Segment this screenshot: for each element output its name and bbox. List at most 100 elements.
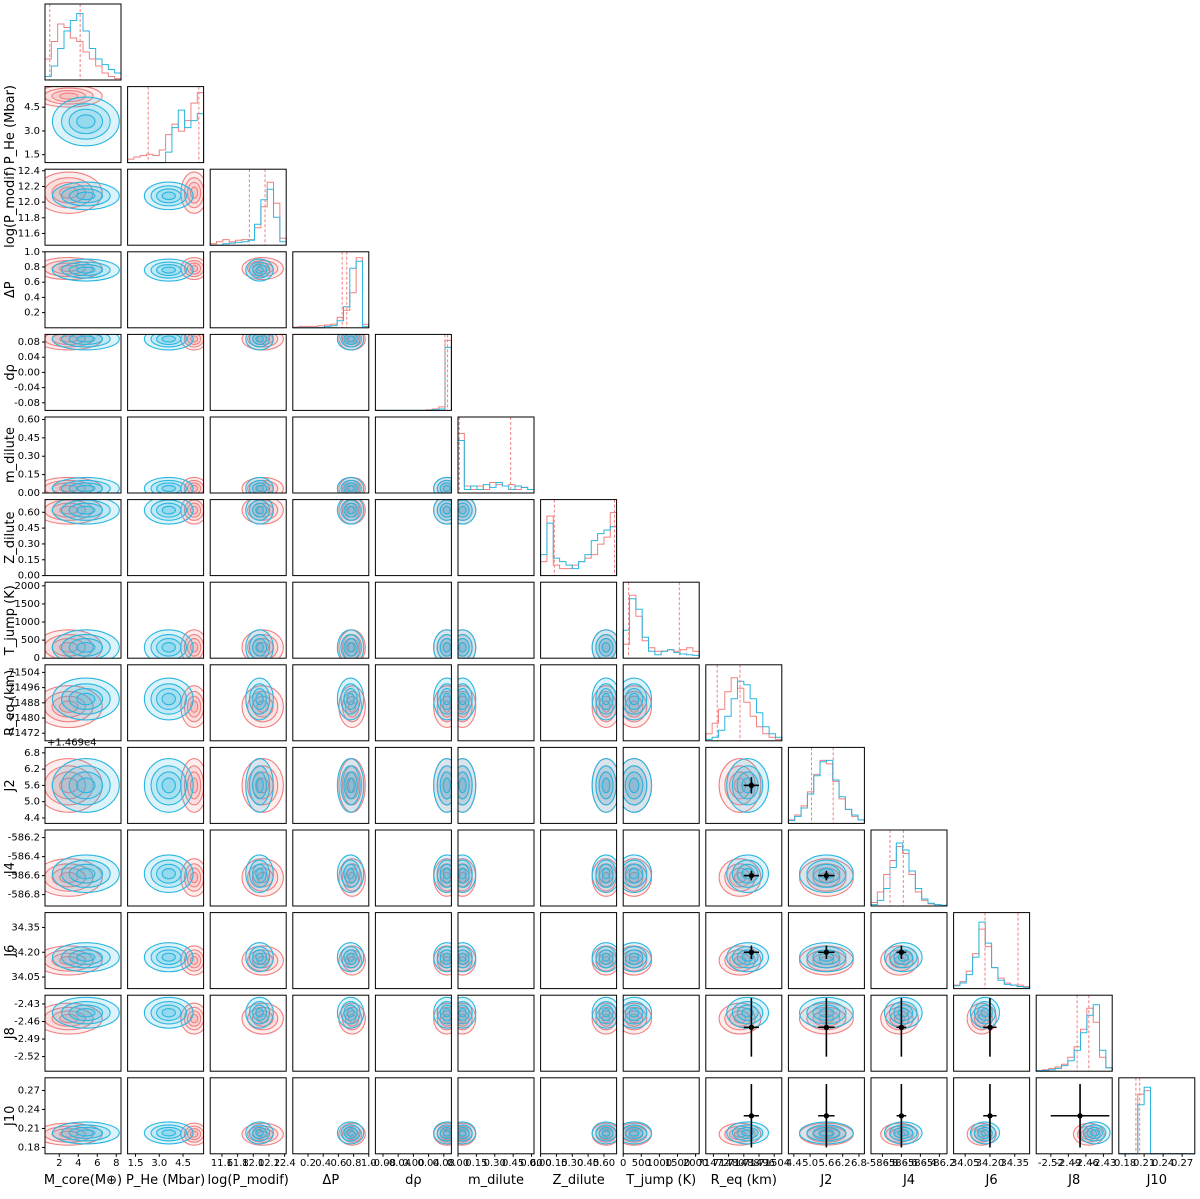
contour-blue-8-7-1	[623, 683, 648, 715]
hist-blue-2	[210, 188, 287, 246]
x-axis-label-10: J4	[902, 1173, 915, 1188]
contour-red-6-1-3	[189, 505, 199, 515]
contour-blue-13-4-1	[436, 1124, 452, 1142]
panel-frame-9-5	[457, 746, 535, 824]
xtick-label-1-2: 4.5	[175, 1158, 191, 1169]
contour-blue-9-5-3	[458, 777, 467, 794]
contour-blue-10-6-3	[601, 868, 611, 880]
ytick-label-12-0: -2.52	[14, 1052, 40, 1063]
contour-blue-12-3-3	[346, 1007, 355, 1018]
contour-blue-5-4-0	[433, 476, 452, 493]
panel-frame-3-3	[292, 251, 370, 329]
contour-blue-4-3-1	[340, 334, 361, 348]
panel-frame-6-3	[292, 499, 370, 577]
hist-red-1	[127, 92, 205, 163]
contour-blue-13-1-2	[156, 1126, 182, 1139]
xtick-label-13-2: 0.24	[1152, 1158, 1174, 1169]
contour-blue-7-2-2	[252, 638, 268, 657]
x-axis-label-9: J2	[819, 1173, 832, 1188]
contour-blue-6-0-2	[68, 502, 104, 518]
contour-blue-12-10-2	[893, 1004, 914, 1022]
panel-frame-10-8	[705, 829, 783, 907]
hist-red-8	[705, 677, 783, 741]
contour-blue-1-0-3	[76, 114, 96, 129]
xtick-label-2-4: 12.4	[274, 1158, 296, 1169]
contour-blue-11-2-2	[252, 949, 268, 966]
xtick-label-3-1: 0.4	[315, 1158, 331, 1169]
panel-frame-0-0	[44, 3, 122, 81]
xtick-label-0-3: 8	[113, 1158, 119, 1169]
xtick-label-3-0: 0.2	[300, 1158, 316, 1169]
panel-frame-11-9	[787, 912, 865, 990]
ytick-label-1-0: 1.5	[24, 150, 40, 161]
panel-frame-8-2	[209, 664, 287, 742]
y-axis-label-13: J10	[3, 1106, 18, 1127]
contour-blue-4-0-1	[60, 334, 111, 348]
contour-blue-13-7-3	[628, 1129, 640, 1137]
contour-blue-8-7-3	[628, 692, 640, 706]
contour-blue-10-8-2	[736, 863, 759, 884]
x-axis-label-13: J10	[1146, 1173, 1167, 1188]
ytick-label-9-4: 6.8	[24, 748, 40, 759]
panel-frame-7-5	[457, 581, 535, 659]
contour-blue-7-6-3	[601, 642, 611, 653]
xtick-label-8-0: 71472	[697, 1158, 729, 1169]
contour-red-12-0-3	[59, 1013, 79, 1024]
contour-blue-9-1-2	[156, 771, 182, 800]
panel-frame-12-5	[457, 994, 535, 1072]
contour-blue-11-5-3	[458, 952, 467, 962]
ytick-label-3-2: 0.6	[24, 277, 40, 288]
panel-frame-13-1	[127, 1077, 205, 1155]
panel-frame-5-5	[457, 416, 535, 494]
contour-blue-9-2-3	[255, 777, 264, 794]
panel-frame-11-10	[870, 912, 948, 990]
panel-frame-9-2	[209, 746, 287, 824]
contour-blue-7-0-2	[68, 638, 104, 657]
ytick-label-1-2: 4.5	[24, 102, 40, 113]
contour-blue-11-1-3	[161, 952, 176, 962]
xtick-label-7-2: 1000	[647, 1158, 672, 1169]
xtick-label-8-3: 71496	[743, 1158, 775, 1169]
x-axis-label-0: M_core(M⊕)	[44, 1173, 122, 1188]
contour-blue-12-3-2	[343, 1004, 358, 1022]
hist-blue-8	[705, 680, 783, 741]
contour-blue-12-6-2	[598, 1004, 614, 1022]
xtick-label-8-2: 71488	[728, 1158, 760, 1169]
hist-blue-6	[540, 522, 618, 576]
contour-blue-12-6-3	[601, 1007, 611, 1018]
contour-blue-10-4-3	[442, 868, 451, 880]
contour-red-11-1-3	[189, 955, 199, 966]
xtick-label-3-4: 1.0	[361, 1158, 377, 1169]
panel-frame-12-2	[209, 994, 287, 1072]
xtick-label-10-1: -586.6	[885, 1158, 917, 1169]
contour-red-5-2-3	[256, 484, 269, 492]
y-axis-label-1: P_He (Mbar)	[3, 85, 18, 164]
contour-blue-6-5-3	[458, 505, 467, 515]
panel-frame-1-1	[127, 86, 205, 164]
obs-point-13-10-5	[898, 1113, 905, 1119]
hist-red-2	[209, 181, 287, 246]
panel-frame-10-1	[127, 829, 205, 907]
contour-blue-12-0-2	[68, 1004, 104, 1022]
ytick-label-11-0: 34.05	[11, 972, 40, 983]
y-axis-label-5: m_dilute	[3, 427, 18, 483]
ytick-label-4-3: 0.04	[18, 352, 40, 363]
contour-red-1-0-2	[51, 90, 87, 103]
contour-blue-12-1-3	[161, 1007, 176, 1018]
ytick-label-7-4: 2000	[15, 581, 40, 592]
panel-frame-7-3	[292, 581, 370, 659]
hist-red-12	[1035, 1007, 1113, 1072]
contour-blue-8-0-2	[68, 687, 104, 710]
contour-blue-13-10-3	[897, 1129, 909, 1137]
contour-blue-11-0-3	[76, 952, 96, 962]
panel-frame-6-4	[374, 499, 452, 577]
ytick-label-5-1: 0.15	[18, 470, 40, 481]
contour-blue-10-4-1	[436, 859, 452, 888]
hist-blue-3	[292, 260, 370, 329]
ytick-label-4-4: 0.08	[18, 337, 40, 348]
contour-blue-6-2-2	[252, 502, 268, 518]
contour-red-1-0-3	[59, 92, 79, 100]
panel-frame-9-9	[787, 746, 865, 824]
contour-blue-6-1-3	[161, 505, 176, 515]
contour-blue-12-8-3	[741, 1007, 754, 1018]
